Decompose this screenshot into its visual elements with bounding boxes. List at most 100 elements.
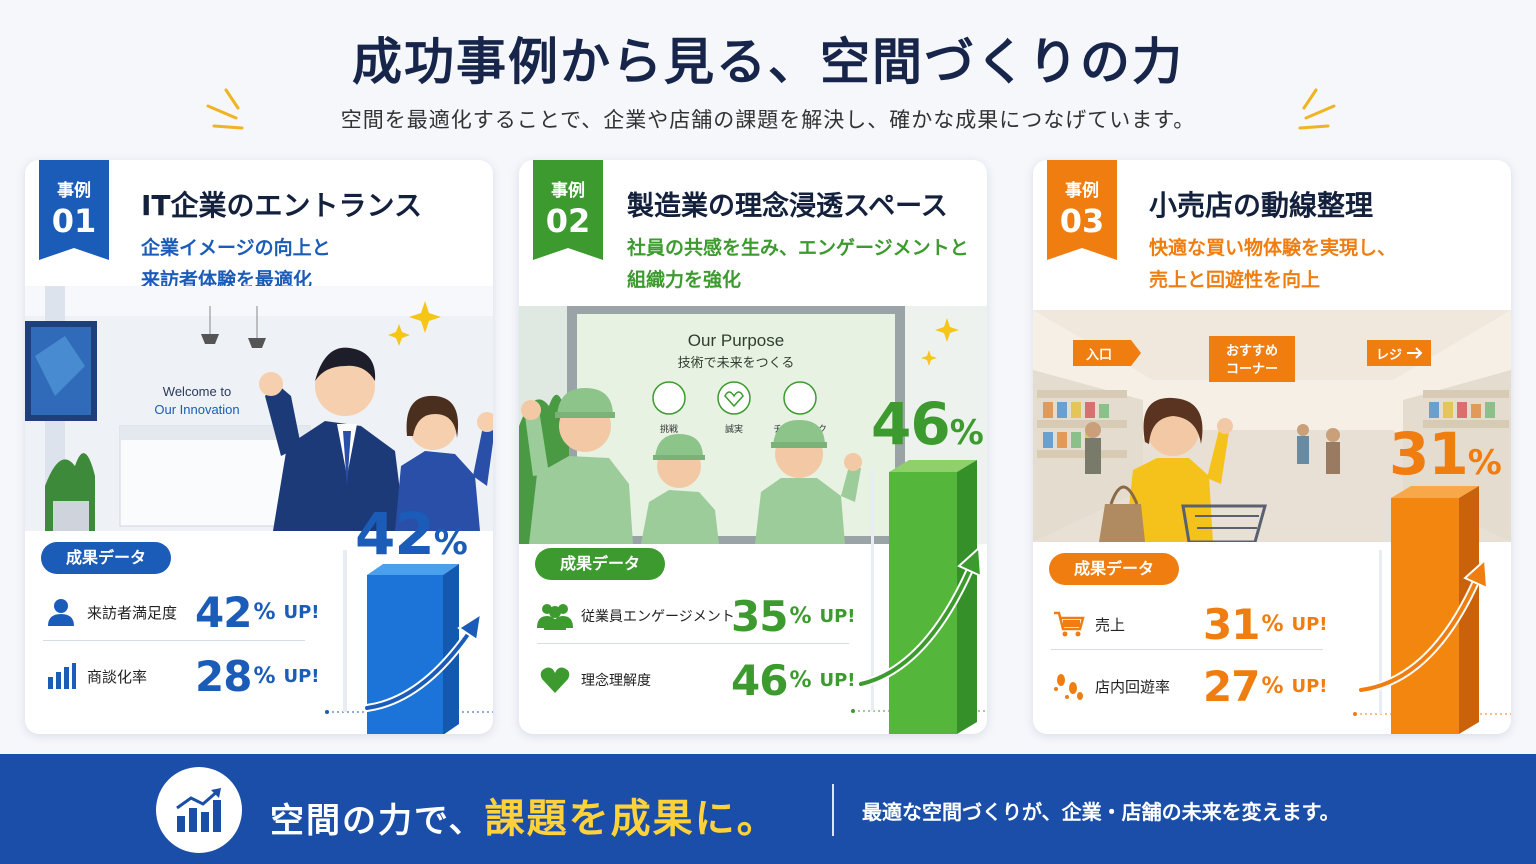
highlight-value: 46 [871,390,951,458]
group-icon [537,598,573,634]
cart-icon [1051,606,1087,642]
page-subtitle: 空間を最適化することで、企業や店舗の課題を解決し、確かな成果につなげています。 [340,108,1196,132]
case-desc-line: 売上と回遊性を向上 [1149,269,1321,291]
sign-recommended [1209,336,1295,382]
case-number: 03 [1059,202,1105,240]
footer-submessage: 最適な空間づくりが、企業・店舗の未来を変えます。 [862,800,1340,824]
highlight-value: 42 [355,500,435,568]
footer-banner: 空間の力で、課題を成果に。 最適な空間づくりが、企業・店舗の未来を変えます。 [0,754,1536,864]
case-description: 企業イメージの向上と 来訪者体験を最適化 [141,232,491,296]
footer-divider [832,784,834,836]
footer-message-prefix: 空間の力で、 [270,801,485,841]
case-number: 01 [51,202,97,240]
metric-value: 27 [1203,661,1260,711]
metric-suffix: UP! [819,605,856,627]
growth-bar-chart [325,550,493,734]
metric-value: 46 [731,655,788,705]
case-tag: 事例 [551,181,585,201]
footer-message-highlight: 課題を成果に。 [484,796,779,842]
highlight-percentage: 46% [871,390,984,458]
welcome-sign-line2: Our Innovation [154,402,239,417]
metric-value: 28 [195,651,252,701]
case-card-03: 事例 03 小売店の動線整理 快適な買い物体験を実現し、 売上と回遊性を向上 入… [1033,160,1511,734]
case-description: 社員の共感を生み、エンゲージメントと 組織力を強化 [627,232,977,296]
data-label-pill: 成果データ [535,548,665,580]
metric-row: 店内回遊率 27 % UP! [1051,660,1341,712]
footer-message: 空間の力で、課題を成果に。 [270,786,779,844]
metric-unit: % [789,667,812,693]
value-label: 挑戦 [660,423,678,435]
growth-bar [889,460,977,472]
metric-label: 商談化率 [87,667,148,686]
case-title: 製造業の理念浸透スペース [627,191,948,222]
metric-unit: % [789,603,812,629]
highlight-unit: % [949,413,984,453]
growth-bar-chart [1353,486,1511,734]
case-desc-line: 組織力を強化 [627,269,742,291]
heart-icon [537,662,573,698]
sparkle-burst-icon [1298,88,1336,130]
metric-label: 理念理解度 [581,673,651,689]
highlight-percentage: 31% [1389,420,1502,488]
sparkle-burst-icon [206,88,244,130]
data-label-pill: 成果データ [1049,553,1179,585]
data-label-pill: 成果データ [41,542,171,574]
case-ribbon: 事例 01 [39,160,109,260]
metric-label: 来訪者満足度 [87,603,178,622]
metric-label: 従業員エンゲージメント [581,609,735,625]
sign-corner-text: コーナー [1226,362,1278,377]
highlight-percentage: 42% [355,500,468,568]
purpose-title: Our Purpose [688,331,784,350]
page-title: 成功事例から見る、空間づくりの力 [352,33,1184,91]
case-card-02: 事例 02 製造業の理念浸透スペース 社員の共感を生み、エンゲージメントと 組織… [519,160,987,734]
case-ribbon: 事例 03 [1047,160,1117,260]
office-entrance-illustration: Welcome to Our Innovation [25,286,493,531]
highlight-unit: % [433,523,468,563]
metric-suffix: UP! [1291,613,1328,635]
metric-value: 31 [1203,599,1260,649]
metric-unit: % [1261,673,1284,699]
metric-unit: % [253,599,276,625]
footprints-icon [1051,668,1087,704]
sign-register-text: レジ [1376,348,1402,363]
growth-chart-icon [156,767,242,853]
growth-bar [1391,486,1479,498]
sign-entrance [1073,340,1131,366]
metric-value: 35 [731,591,788,641]
metric-row: 理念理解度 46 % UP! [537,654,867,706]
value-label: 誠実 [725,423,743,435]
growth-bar-front [1391,498,1459,734]
case-tag: 事例 [57,181,91,201]
case-description: 快適な買い物体験を実現し、 売上と回遊性を向上 [1149,232,1499,296]
metric-label: 売上 [1095,615,1126,634]
case-desc-line: 社員の共感を生み、エンゲージメントと [627,237,969,259]
bar-chart-icon [43,658,79,694]
welcome-sign-line1: Welcome to [163,384,231,399]
highlight-value: 31 [1389,420,1469,488]
metric-row: 来訪者満足度 42 % UP! [43,586,333,638]
growth-bar [367,564,459,575]
sign-recommended-text: おすすめ [1226,344,1278,359]
metric-unit: % [253,663,276,689]
metric-suffix: UP! [819,669,856,691]
case-desc-line: 快適な買い物体験を実現し、 [1149,237,1397,259]
divider [1051,649,1323,650]
metric-value: 42 [195,587,252,637]
arrow-right-icon [1407,347,1423,359]
case-number: 02 [545,202,591,240]
person-icon [43,594,79,630]
highlight-unit: % [1467,443,1502,483]
case-ribbon: 事例 02 [533,160,603,260]
case-tag: 事例 [1065,181,1099,201]
case-title: IT企業のエントランス [141,189,422,222]
metric-row: 売上 31 % UP! [1051,598,1341,650]
metric-suffix: UP! [283,665,320,687]
growth-bar-front [367,575,443,734]
metric-suffix: UP! [283,601,320,623]
case-card-01: 事例 01 IT企業のエントランス 企業イメージの向上と 来訪者体験を最適化 W… [25,160,493,734]
metric-suffix: UP! [1291,675,1328,697]
metric-label: 店内回遊率 [1095,677,1171,696]
sign-entrance-text: 入口 [1086,348,1112,363]
divider [43,640,305,641]
growth-bar-front [889,472,957,734]
